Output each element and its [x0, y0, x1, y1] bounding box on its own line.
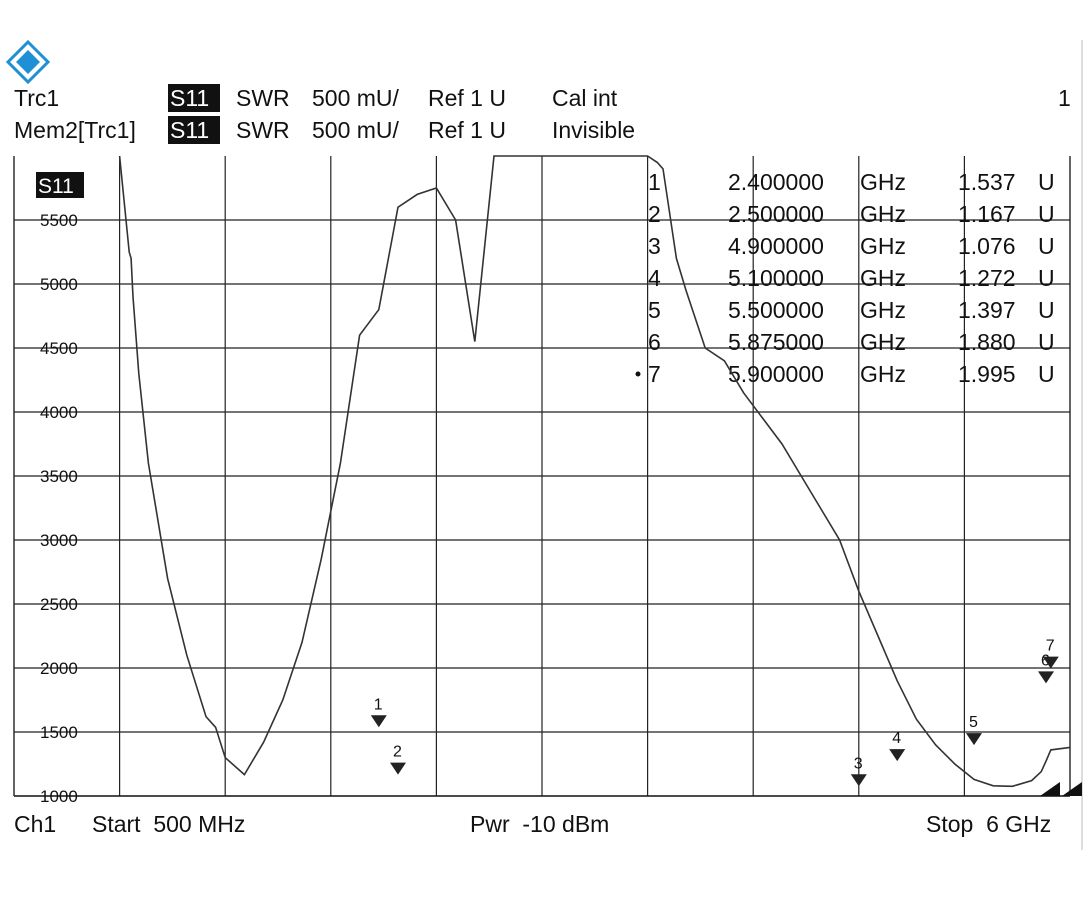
marker-row-freq: 5.900000	[728, 361, 824, 387]
channel-number: 1	[1058, 85, 1071, 111]
rohde-schwarz-logo-icon	[5, 39, 51, 85]
footer-power: Pwr -10 dBm	[470, 811, 609, 837]
y-tick-label: 4500	[40, 339, 78, 358]
marker-row-value-unit: U	[1038, 201, 1055, 227]
trace-param-badge	[168, 84, 220, 112]
marker-triangle-1	[370, 715, 387, 728]
marker-row-unit: GHz	[860, 361, 906, 387]
marker-triangle-2	[390, 762, 406, 775]
marker-triangle-7	[1042, 656, 1059, 669]
marker-triangle-4	[889, 749, 906, 762]
trace-ref: Ref 1 U	[428, 85, 506, 111]
marker-row-value: 1.397	[958, 297, 1016, 323]
mem-param-badge	[168, 116, 220, 144]
marker-row-id: 7	[648, 361, 661, 387]
marker-label-4: 4	[892, 730, 901, 747]
marker-row-freq: 5.500000	[728, 297, 824, 323]
marker-row-unit: GHz	[860, 201, 906, 227]
marker-row-value: 1.272	[958, 265, 1016, 291]
marker-row-unit: GHz	[860, 265, 906, 291]
marker-row-freq: 5.100000	[728, 265, 824, 291]
marker-row-value-unit: U	[1038, 169, 1055, 195]
trace-format: SWR	[236, 85, 290, 111]
mem-param: S11	[170, 117, 209, 143]
y-tick-label: 5000	[40, 275, 78, 294]
y-tick-label: 2500	[40, 595, 78, 614]
mem-label: Mem2[Trc1]	[14, 117, 136, 143]
marker-label-7: 7	[1046, 638, 1055, 655]
y-tick-label: 1500	[40, 723, 78, 742]
marker-row-freq: 5.875000	[728, 329, 824, 355]
marker-row-id: 2	[648, 201, 661, 227]
active-marker-dot-icon	[635, 371, 641, 377]
y-tick-label: 4000	[40, 403, 78, 422]
marker-row-id: 3	[648, 233, 661, 259]
marker-row-value-unit: U	[1038, 233, 1055, 259]
overflow-arrow-icon	[1040, 782, 1060, 796]
mem-ref: Ref 1 U	[428, 117, 506, 143]
trace-markers: 1 2 3 4 5 67	[370, 638, 1059, 787]
y-tick-label: 5500	[40, 211, 78, 230]
marker-row-freq: 4.900000	[728, 233, 824, 259]
marker-row-value: 1.167	[958, 201, 1016, 227]
mem-format: SWR	[236, 117, 290, 143]
footer-stop: Stop 6 GHz	[926, 811, 1051, 837]
marker-triangle-5	[966, 733, 982, 746]
marker-label-5: 5	[969, 714, 978, 731]
footer-channel: Ch1	[14, 811, 56, 837]
marker-row-unit: GHz	[860, 297, 906, 323]
marker-row-unit: GHz	[860, 233, 906, 259]
marker-row-freq: 2.400000	[728, 169, 824, 195]
marker-row-value: 1.995	[958, 361, 1016, 387]
trace-param: S11	[170, 85, 209, 111]
y-tick-label: 1000	[40, 787, 78, 806]
marker-row-freq: 2.500000	[728, 201, 824, 227]
marker-row-value: 1.880	[958, 329, 1016, 355]
y-tick-labels: 5500 5000 4500 4000 3500 3000 2500 2000 1500 1000	[40, 211, 78, 806]
marker-row-value: 1.537	[958, 169, 1016, 195]
trace-badge-label: S11	[38, 175, 74, 198]
marker-row-value-unit: U	[1038, 297, 1055, 323]
marker-table: 1 2.400000 GHz 1.537 U 2 2.500000 GHz 1.167 U 3 4.9…	[635, 169, 1055, 387]
plot-grid	[13, 40, 1083, 850]
marker-label-1: 1	[374, 696, 383, 713]
marker-triangle-6	[1038, 671, 1054, 684]
marker-label-3: 3	[854, 755, 863, 772]
marker-row-id: 6	[648, 329, 661, 355]
overflow-arrow-icon	[1062, 782, 1082, 796]
trace-cal: Cal int	[552, 85, 618, 111]
trace-scale: 500 mU/	[312, 85, 400, 111]
footer-start: Start 500 MHz	[92, 811, 245, 837]
marker-row-id: 4	[648, 265, 661, 291]
marker-row-id: 1	[648, 169, 661, 195]
marker-row-unit: GHz	[860, 329, 906, 355]
y-tick-label: 3500	[40, 467, 78, 486]
mem-scale: 500 mU/	[312, 117, 400, 143]
marker-triangle-3	[850, 774, 867, 787]
y-tick-label: 3000	[40, 531, 78, 550]
trace-label: Trc1	[14, 85, 59, 111]
marker-row-unit: GHz	[860, 169, 906, 195]
marker-row-value-unit: U	[1038, 265, 1055, 291]
marker-label-6: 6	[1041, 652, 1050, 669]
marker-label-2: 2	[393, 744, 402, 761]
y-tick-label: 2000	[40, 659, 78, 678]
marker-row-id: 5	[648, 297, 661, 323]
marker-row-value-unit: U	[1038, 329, 1055, 355]
mem-state: Invisible	[552, 117, 635, 143]
marker-row-value: 1.076	[958, 233, 1016, 259]
trace-badge	[36, 172, 84, 198]
marker-row-value-unit: U	[1038, 361, 1055, 387]
s11-trace-line	[118, 155, 1071, 788]
